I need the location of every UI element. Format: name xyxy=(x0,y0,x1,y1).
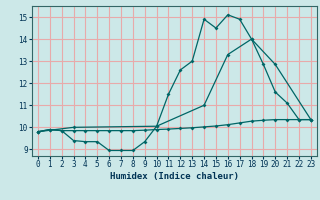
X-axis label: Humidex (Indice chaleur): Humidex (Indice chaleur) xyxy=(110,172,239,181)
